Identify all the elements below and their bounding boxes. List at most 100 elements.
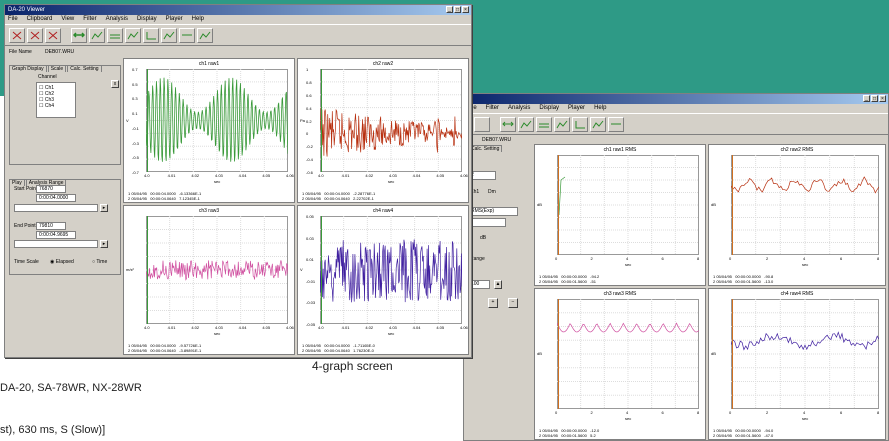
x-tick-label: 8 bbox=[877, 410, 880, 415]
x-tick-label: 2 bbox=[590, 410, 593, 415]
close-icon[interactable]: × bbox=[879, 95, 886, 102]
menu-item-view[interactable]: View bbox=[61, 16, 75, 22]
menu-item[interactable]: Player bbox=[568, 105, 586, 111]
calc-type-select[interactable]: RMS(Exp) bbox=[468, 207, 518, 216]
tab-calc-setting[interactable]: Calc. Setting bbox=[468, 145, 503, 152]
graph-icon[interactable] bbox=[536, 116, 552, 132]
start-slider-button[interactable]: ▸ bbox=[100, 204, 108, 212]
graph-plot bbox=[731, 299, 879, 409]
channel-reset-button[interactable]: x bbox=[111, 80, 119, 88]
x-axis-label: sec bbox=[388, 331, 395, 336]
y-tick-label: 0.4 bbox=[306, 105, 312, 111]
graph-icon[interactable] bbox=[554, 116, 570, 132]
open-icon[interactable] bbox=[9, 27, 25, 43]
waveform-line bbox=[320, 239, 462, 303]
graph-title: ch2 raw2 bbox=[372, 61, 394, 67]
menu-item-player[interactable]: Player bbox=[165, 16, 183, 22]
menu-item[interactable]: Analysis bbox=[508, 105, 531, 111]
minimize-icon[interactable]: _ bbox=[863, 95, 870, 102]
menu-item-help[interactable]: Help bbox=[191, 16, 204, 22]
maximize-icon[interactable]: □ bbox=[454, 6, 461, 13]
minimize-icon[interactable]: _ bbox=[446, 6, 453, 13]
waveform-line bbox=[731, 176, 879, 194]
maximize-icon[interactable]: □ bbox=[871, 95, 878, 102]
menu-item[interactable]: Display bbox=[539, 105, 560, 111]
graph-icon[interactable] bbox=[161, 27, 177, 43]
close-icon[interactable]: × bbox=[462, 6, 469, 13]
channel-item[interactable]: ☐ Ch1 bbox=[39, 85, 55, 91]
y-tick-label: -0.1 bbox=[132, 125, 139, 131]
graph-icon[interactable] bbox=[143, 27, 159, 43]
end-time-field[interactable]: 0:00:04.9695 bbox=[36, 231, 76, 239]
calc-option-select[interactable] bbox=[468, 218, 506, 227]
graph-icon[interactable] bbox=[125, 27, 141, 43]
start-point-field[interactable]: 76870 bbox=[36, 185, 66, 193]
graph-icon[interactable] bbox=[572, 116, 588, 132]
graph-icon[interactable] bbox=[107, 27, 123, 43]
print-icon[interactable] bbox=[45, 27, 61, 43]
channel-item[interactable]: ☐ Ch4 bbox=[39, 103, 55, 109]
x-tick-label: 4.03 bbox=[389, 173, 397, 178]
start-time-field[interactable]: 0:00:04.0000 bbox=[36, 194, 76, 202]
graph-icon[interactable] bbox=[518, 116, 534, 132]
x-tick-label: 4.02 bbox=[191, 325, 200, 330]
graph-panel[interactable]: ch2 raw2 RMS dB 0 2 4 6 8 sec 1 05/04/95 00:00:0… bbox=[708, 144, 886, 286]
graph-icon[interactable] bbox=[608, 116, 624, 132]
end-point-field[interactable]: 79810 bbox=[36, 222, 66, 230]
cursor-readout: 1 05/04/95 00:00:00.0000 -94.0 2 05/04/9… bbox=[713, 428, 774, 438]
channel-item[interactable]: ☐ Ch2 bbox=[39, 91, 55, 97]
end-slider-button[interactable]: ▸ bbox=[100, 240, 108, 248]
body-text-line2: st), 630 ms, S (Slow)] bbox=[0, 424, 106, 436]
menu-item[interactable]: Filter bbox=[485, 105, 500, 111]
x-axis-label: sec bbox=[625, 262, 632, 267]
zoom-out-button[interactable]: − bbox=[508, 298, 518, 308]
menu-item[interactable]: Help bbox=[594, 105, 607, 111]
graph-title: ch1 raw1 bbox=[198, 61, 220, 67]
range-up-button[interactable]: ▲ bbox=[494, 280, 502, 289]
file-name-label: File Name bbox=[9, 49, 32, 55]
x-tick-label: 6 bbox=[840, 410, 843, 415]
waveform-line bbox=[731, 331, 879, 351]
x-tick-label: 4.03 bbox=[215, 173, 223, 178]
graph-panel[interactable]: ch1 raw1 0.7 0.5 0.3 0.1 -0.1 -0.3 -0.5 -0.7 V 4.0… bbox=[123, 58, 295, 203]
graph-panel[interactable]: ch1 raw1 RMS dB 0 2 4 6 8 sec 1 05/04/95 00:00:0… bbox=[534, 144, 706, 286]
time-radio[interactable]: ○ Time bbox=[92, 259, 108, 265]
end-slider[interactable] bbox=[14, 240, 98, 248]
graph-icon[interactable] bbox=[197, 27, 213, 43]
graph-panel[interactable]: ch4 raw4 0.05 0.03 0.01 -0.01 -0.03 -0.05 V 4.0 4… bbox=[297, 205, 469, 355]
channel-list[interactable]: ☐ Ch1 ☐ Ch2 ☐ Ch3 ☐ Ch4 bbox=[36, 82, 76, 118]
graph-icon[interactable] bbox=[179, 27, 195, 43]
graph-icon[interactable] bbox=[89, 27, 105, 43]
menu-item-analysis[interactable]: Analysis bbox=[105, 16, 128, 22]
x-tick-label: 0 bbox=[555, 256, 558, 261]
ch-field[interactable]: 2 bbox=[468, 171, 496, 180]
graph-panel[interactable]: ch2 raw2 1 0.8 0.6 0.4 0.2 0 -0.2 -0.4 -0.6 Pa 4.0 4… bbox=[297, 58, 469, 203]
graph-panel[interactable]: ch3 raw3 RMS dB 0 2 4 6 8 sec 1 05/04/95 00:00:0… bbox=[534, 288, 706, 440]
menu-item-file[interactable]: File bbox=[8, 16, 18, 22]
db-checkbox-label[interactable]: dB bbox=[480, 235, 487, 241]
graph-panel[interactable]: ch4 raw4 RMS dB 0 2 4 6 8 sec 1 05/04/95 00:00:0… bbox=[708, 288, 886, 440]
zoom-in-button[interactable]: + bbox=[488, 298, 498, 308]
x-tick-label: 4 bbox=[803, 410, 806, 415]
y-tick-label: -0.3 bbox=[132, 140, 139, 146]
menu-item-clipboard[interactable]: Clipboard bbox=[26, 16, 53, 22]
elapsed-radio[interactable]: ◉ Elapsed bbox=[50, 259, 74, 265]
arrows-icon[interactable] bbox=[500, 116, 516, 132]
graph-panel[interactable]: ch3 raw3 m/s² 4.0 4.01 4.02 4.03 4.04 4.05 4.06 s… bbox=[123, 205, 295, 355]
start-slider[interactable] bbox=[14, 204, 98, 212]
arrows-icon[interactable] bbox=[71, 27, 87, 43]
body-text-line1: DA-20, SA-78WR, NX-28WR bbox=[0, 382, 142, 394]
save-icon[interactable] bbox=[27, 27, 43, 43]
graph-title: ch4 raw4 bbox=[372, 208, 394, 214]
x-tick-label: 4.06 bbox=[286, 325, 294, 330]
graph-icon[interactable] bbox=[590, 116, 606, 132]
x-axis-label: sec bbox=[802, 262, 809, 267]
waveform-line bbox=[557, 322, 699, 333]
toolbar-button[interactable] bbox=[474, 116, 490, 132]
channel-item[interactable]: ☐ Ch3 bbox=[39, 97, 55, 103]
menu-item-filter[interactable]: Filter bbox=[83, 16, 97, 22]
cursor-readout: 1 05/04/95 00:00:00.0000 -90.8 2 05/04/9… bbox=[713, 274, 774, 284]
y-tick-label: -0.7 bbox=[132, 170, 139, 175]
end-point-label: End Point bbox=[14, 223, 36, 229]
menu-item-display[interactable]: Display bbox=[136, 16, 157, 22]
